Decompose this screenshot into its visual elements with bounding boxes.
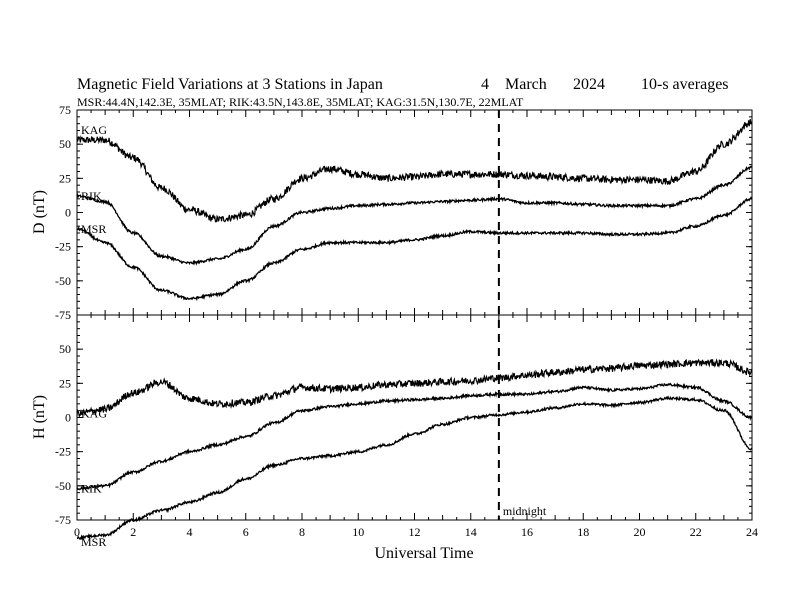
x-tick-label: 4 <box>187 525 193 539</box>
panel-h-frame <box>76 314 753 521</box>
series-label-rik: RIK <box>81 189 102 203</box>
chart-day: 4 <box>481 76 489 93</box>
series-line-msr-d <box>76 196 753 302</box>
series-line-kag-h <box>76 358 753 417</box>
y-tick-label: -50 <box>55 274 71 288</box>
y-tick-label: 0 <box>65 411 71 425</box>
series-label-msr: MSR <box>81 222 106 236</box>
x-tick-label: 18 <box>577 525 589 539</box>
midnight-label: midnight <box>503 504 547 518</box>
panel-d-ylabel: D (nT) <box>31 190 48 234</box>
lines-layer <box>76 119 753 541</box>
x-tick-label: 10 <box>352 525 364 539</box>
y-tick-label: 25 <box>59 171 71 185</box>
x-tick-label: 12 <box>409 525 421 539</box>
series-label-rik: RIK <box>81 482 102 496</box>
x-axis-label: Universal Time <box>374 545 473 562</box>
y-tick-label: 0 <box>65 206 71 220</box>
y-tick-label: -25 <box>55 240 71 254</box>
series-label-kag: KAG <box>81 123 107 137</box>
y-tick-label: -75 <box>55 308 71 322</box>
y-tick-label: -25 <box>55 445 71 459</box>
x-tick-label: 14 <box>465 525 477 539</box>
series-label-msr: MSR <box>81 535 106 549</box>
panel-h-ylabel: H (nT) <box>31 395 48 439</box>
x-tick-label: 6 <box>243 525 249 539</box>
y-tick-label: 50 <box>59 137 71 151</box>
series-label-kag: KAG <box>81 406 107 420</box>
x-tick-label: 0 <box>74 525 80 539</box>
x-tick-label: 24 <box>746 525 758 539</box>
chart-averaging: 10-s averages <box>641 76 729 93</box>
chart-title: Magnetic Field Variations at 3 Stations … <box>77 76 383 93</box>
x-tick-label: 2 <box>130 525 136 539</box>
y-tick-label: 25 <box>59 376 71 390</box>
y-tick-label: 75 <box>59 103 71 117</box>
stations-info: MSR:44.4N,142.3E, 35MLAT; RIK:43.5N,143.… <box>77 95 524 109</box>
series-line-msr-h <box>76 395 753 541</box>
x-tick-label: 20 <box>634 525 646 539</box>
series-line-rik-d <box>76 165 753 266</box>
labels-layer: KAG RIK MSR KAG RIK MSR <box>81 123 107 549</box>
y-tick-label: -50 <box>55 479 71 493</box>
x-tick-label: 22 <box>690 525 702 539</box>
chart-year: 2024 <box>573 76 605 93</box>
x-tick-label: 16 <box>521 525 533 539</box>
series-line-kag-d <box>76 119 753 223</box>
chart-month: March <box>505 76 547 93</box>
y-tick-label: 50 <box>59 342 71 356</box>
x-tick-label: 8 <box>299 525 305 539</box>
panel-d-frame <box>76 109 753 316</box>
series-line-rik-h <box>76 382 753 491</box>
y-tick-label: -75 <box>55 513 71 527</box>
